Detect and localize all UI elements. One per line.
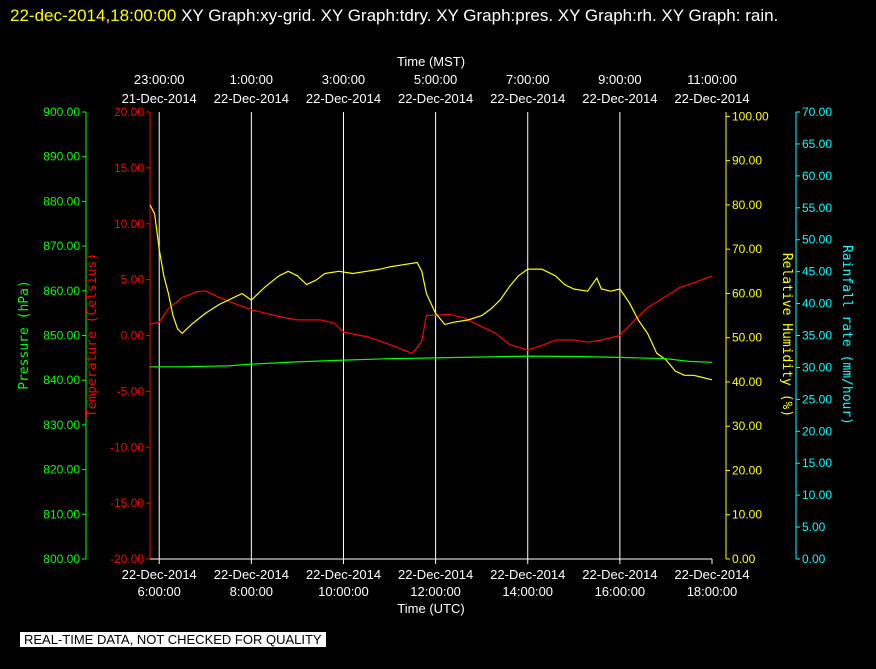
bottom-tick-date-0: 22-Dec-2014 (122, 567, 197, 582)
bottom-tick-date-1: 22-Dec-2014 (214, 567, 289, 582)
humidity-tick-label-0: 0.00 (732, 552, 756, 566)
bottom-tick-date-3: 22-Dec-2014 (398, 567, 473, 582)
bottom-tick-time-4: 14:00:00 (502, 584, 553, 599)
bottom-tick-date-4: 22-Dec-2014 (490, 567, 565, 582)
bottom-tick-date-5: 22-Dec-2014 (582, 567, 657, 582)
rain-tick-label-12: 60.00 (802, 169, 832, 183)
bottom-tick-time-5: 16:00:00 (595, 584, 646, 599)
rain-tick-label-4: 20.00 (802, 424, 832, 438)
pressure-tick-label-4: 840.00 (43, 373, 80, 387)
bottom-tick-date-6: 22-Dec-2014 (674, 567, 749, 582)
temperature-tick-label-5: 5.00 (121, 273, 145, 287)
rain-tick-label-0: 0.00 (802, 552, 826, 566)
pressure-tick-label-6: 860.00 (43, 284, 80, 298)
temperature-tick-label-8: 20.00 (114, 105, 144, 119)
bottom-tick-time-6: 18:00:00 (687, 584, 738, 599)
header-timestamp: 22-dec-2014,18:00:00 (10, 6, 177, 25)
top-tick-date-1: 22-Dec-2014 (214, 91, 289, 106)
top-tick-time-3: 5:00:00 (414, 72, 457, 87)
rain-tick-label-6: 30.00 (802, 360, 832, 374)
top-tick-time-4: 7:00:00 (506, 72, 549, 87)
top-tick-date-3: 22-Dec-2014 (398, 91, 473, 106)
top-tick-date-6: 22-Dec-2014 (674, 91, 749, 106)
pressure-tick-label-5: 850.00 (43, 329, 80, 343)
pressure-tick-label-3: 830.00 (43, 418, 80, 432)
humidity-tick-label-10: 100.00 (732, 109, 769, 123)
bottom-tick-time-0: 6:00:00 (138, 584, 181, 599)
humidity-tick-label-7: 70.00 (732, 242, 762, 256)
bottom-tick-time-3: 12:00:00 (410, 584, 461, 599)
top-axis-label: Time (MST) (397, 54, 465, 69)
humidity-tick-label-4: 40.00 (732, 375, 762, 389)
pressure-tick-label-8: 880.00 (43, 194, 80, 208)
temperature-series-line (149, 275, 713, 354)
top-tick-date-4: 22-Dec-2014 (490, 91, 565, 106)
top-tick-date-2: 22-Dec-2014 (306, 91, 381, 106)
temperature-tick-label-3: -5.00 (117, 384, 145, 398)
rain-tick-label-3: 15.00 (802, 456, 832, 470)
top-tick-time-2: 3:00:00 (322, 72, 365, 87)
temperature-axis-label: Temperature (Celsius) (85, 253, 100, 417)
bottom-tick-date-2: 22-Dec-2014 (306, 567, 381, 582)
bottom-tick-time-1: 8:00:00 (230, 584, 273, 599)
rain-axis-label: Rainfall rate (mm/hour) (839, 245, 854, 425)
pressure-series-line (150, 355, 713, 368)
humidity-tick-label-6: 60.00 (732, 286, 762, 300)
bottom-tick-time-2: 10:00:00 (318, 584, 369, 599)
rain-tick-label-13: 65.00 (802, 137, 832, 151)
temperature-tick-label-0: -20.00 (110, 552, 144, 566)
humidity-series-line (149, 204, 713, 381)
pressure-axis-label: Pressure (hPa) (17, 280, 32, 390)
top-tick-time-5: 9:00:00 (598, 72, 641, 87)
temperature-tick-label-2: -10.00 (110, 440, 144, 454)
header-title: XY Graph:xy-grid. XY Graph:tdry. XY Grap… (181, 6, 779, 25)
pressure-tick-label-9: 890.00 (43, 150, 80, 164)
rain-tick-label-1: 5.00 (802, 520, 826, 534)
pressure-tick-label-0: 800.00 (43, 552, 80, 566)
temperature-tick-label-7: 15.00 (114, 161, 144, 175)
quality-note: REAL-TIME DATA, NOT CHECKED FOR QUALITY (20, 632, 326, 647)
rain-tick-label-8: 40.00 (802, 297, 832, 311)
rain-tick-label-2: 10.00 (802, 488, 832, 502)
humidity-tick-label-9: 90.00 (732, 154, 762, 168)
humidity-tick-label-2: 20.00 (732, 463, 762, 477)
humidity-tick-label-3: 30.00 (732, 419, 762, 433)
bottom-axis-label: Time (UTC) (397, 601, 464, 616)
rain-tick-label-14: 70.00 (802, 105, 832, 119)
chart-header: 22-dec-2014,18:00:00 XY Graph:xy-grid. X… (10, 2, 860, 30)
temperature-tick-label-1: -15.00 (110, 496, 144, 510)
humidity-tick-label-1: 10.00 (732, 508, 762, 522)
top-tick-date-0: 21-Dec-2014 (122, 91, 197, 106)
top-tick-time-1: 1:00:00 (230, 72, 273, 87)
humidity-axis-label: Relative Humidity (%) (779, 253, 794, 417)
pressure-tick-label-7: 870.00 (43, 239, 80, 253)
rain-tick-label-11: 55.00 (802, 201, 832, 215)
top-tick-date-5: 22-Dec-2014 (582, 91, 657, 106)
pressure-tick-label-10: 900.00 (43, 105, 80, 119)
humidity-tick-label-8: 80.00 (732, 198, 762, 212)
rain-tick-label-5: 25.00 (802, 392, 832, 406)
temperature-tick-label-6: 10.00 (114, 217, 144, 231)
top-tick-time-6: 11:00:00 (687, 72, 737, 87)
humidity-tick-label-5: 50.00 (732, 331, 762, 345)
rain-tick-label-9: 45.00 (802, 265, 832, 279)
pressure-tick-label-2: 820.00 (43, 463, 80, 477)
rain-tick-label-10: 50.00 (802, 233, 832, 247)
temperature-tick-label-4: 0.00 (121, 329, 145, 343)
rain-tick-label-7: 35.00 (802, 329, 832, 343)
pressure-tick-label-1: 810.00 (43, 507, 80, 521)
top-tick-time-0: 23:00:00 (134, 72, 185, 87)
